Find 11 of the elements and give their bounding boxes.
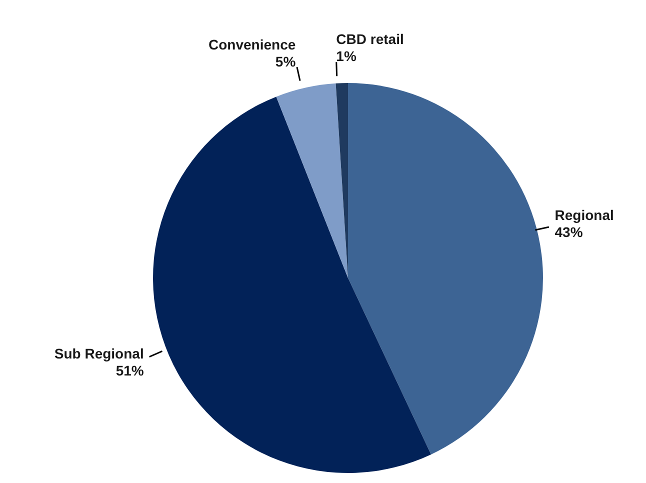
pie-slice (276, 83, 348, 278)
pie-slice (153, 96, 432, 473)
slice-label: Convenience (208, 36, 296, 52)
data-label: 5% (275, 53, 296, 70)
data-label: 43% (554, 224, 584, 240)
slice-label: Regional (554, 206, 614, 223)
slice-label: Sub Regional (54, 345, 144, 362)
data-label: 51% (116, 362, 144, 378)
slice-label: CBD retail (336, 31, 404, 48)
pie-slice (348, 83, 543, 454)
data-label: 1% (336, 48, 357, 64)
